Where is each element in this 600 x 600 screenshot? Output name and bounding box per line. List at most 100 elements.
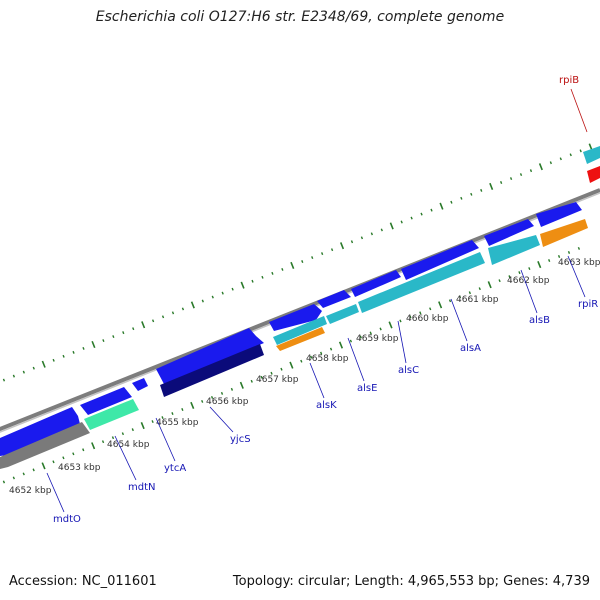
- major-tick: [339, 242, 345, 250]
- gene-label-yjcS: yjcS: [230, 434, 251, 445]
- minor-tick: [311, 256, 314, 260]
- genome-summary-text: Topology: circular; Length: 4,965,553 bp…: [232, 574, 590, 589]
- gene-alsE-arrow: [317, 290, 351, 308]
- kbp-label: 4659 kbp: [356, 334, 399, 344]
- kbp-label: 4652 kbp: [9, 486, 52, 496]
- minor-tick: [62, 354, 65, 358]
- gene-mdtN-arrow: [80, 387, 132, 415]
- major-tick: [290, 261, 295, 270]
- minor-tick: [410, 216, 413, 220]
- reverse-strand-genes[interactable]: [0, 219, 588, 469]
- gene-ytcA-arrow: [132, 378, 148, 391]
- minor-tick: [379, 327, 382, 331]
- major-tick: [487, 281, 492, 289]
- gene-label-rpiB: rpiB: [559, 75, 579, 86]
- gene-alsB-cyan: [488, 235, 540, 265]
- minor-tick: [62, 456, 65, 460]
- minor-tick: [52, 358, 55, 362]
- minor-tick: [380, 228, 383, 232]
- minor-tick: [171, 412, 174, 415]
- minor-tick: [429, 307, 432, 311]
- outer-ring-features: [583, 146, 600, 183]
- minor-tick: [528, 267, 531, 271]
- minor-tick: [420, 212, 423, 216]
- minor-tick: [419, 311, 422, 315]
- minor-tick: [478, 287, 481, 291]
- minor-tick: [549, 161, 552, 165]
- minor-tick: [280, 367, 283, 371]
- gene-label-rpiR: rpiR: [578, 299, 598, 310]
- minor-tick: [509, 177, 513, 181]
- kbp-label: 4661 kbp: [456, 295, 499, 305]
- rpiB-feature-red: [587, 166, 600, 183]
- gene-labels[interactable]: mdtO mdtN ytcA yjcS alsK alsE alsC alsA …: [53, 75, 598, 525]
- kbp-label: 4660 kbp: [406, 314, 449, 324]
- minor-tick: [82, 448, 85, 452]
- kbp-label: 4655 kbp: [156, 418, 199, 428]
- minor-tick: [12, 476, 15, 480]
- minor-tick: [450, 200, 453, 204]
- minor-tick: [400, 220, 403, 224]
- minor-tick: [468, 291, 471, 295]
- kbp-label: 4658 kbp: [306, 354, 349, 364]
- minor-tick: [122, 331, 125, 335]
- minor-tick: [72, 452, 75, 456]
- gene-mdtO-gray: [0, 422, 90, 469]
- kbp-label: 4662 kbp: [507, 276, 550, 286]
- minor-tick: [409, 315, 412, 319]
- major-tick: [388, 321, 393, 329]
- gene-label-alsB: alsB: [529, 315, 550, 326]
- gene-label-alsC: alsC: [398, 365, 419, 376]
- gene-label-mdtO: mdtO: [53, 514, 81, 525]
- major-tick: [141, 321, 146, 329]
- gene-mdtO-arrow: [0, 407, 80, 456]
- map-title: Escherichia coli O127:H6 str. E2348/69, …: [95, 9, 505, 25]
- gene-label-mdtN: mdtN: [128, 482, 156, 493]
- major-tick: [91, 442, 96, 450]
- minor-tick: [72, 350, 75, 354]
- major-tick: [538, 163, 543, 171]
- gene-label-alsK: alsK: [316, 400, 337, 411]
- major-tick: [389, 222, 394, 230]
- gene-yjcS-navy: [160, 344, 264, 397]
- minor-tick: [320, 351, 323, 355]
- minor-tick: [567, 251, 571, 254]
- minor-tick: [101, 440, 105, 444]
- minor-tick: [221, 291, 224, 295]
- gene-alsB-arrow: [484, 219, 534, 246]
- minor-tick: [518, 271, 521, 275]
- kbp-label: 4656 kbp: [206, 397, 249, 407]
- minor-tick: [500, 181, 503, 184]
- forward-strand-genes[interactable]: [0, 202, 582, 456]
- major-tick: [41, 462, 46, 470]
- minor-tick: [22, 370, 25, 374]
- minor-tick: [2, 480, 6, 484]
- major-tick: [489, 182, 494, 190]
- major-tick: [239, 381, 244, 389]
- minor-tick: [430, 208, 433, 212]
- minor-tick: [82, 346, 85, 350]
- minor-tick: [329, 347, 333, 351]
- kbp-label: 4653 kbp: [58, 463, 101, 473]
- gene-alsK-cyan: [273, 316, 327, 345]
- minor-tick: [321, 252, 324, 256]
- minor-tick: [261, 275, 264, 279]
- minor-tick: [548, 259, 551, 262]
- gene-alsC-alsA-cyan: [358, 252, 485, 313]
- gene-rpiR-arrow: [536, 202, 582, 227]
- minor-tick: [201, 399, 204, 403]
- major-tick: [289, 361, 294, 369]
- gene-alsK-arrow: [269, 304, 322, 331]
- minor-tick: [330, 248, 334, 252]
- minor-tick: [519, 173, 523, 177]
- minor-tick: [360, 236, 364, 240]
- minor-tick: [131, 428, 134, 432]
- minor-tick: [132, 327, 135, 331]
- gene-yjcS-region-arrow: [156, 328, 264, 384]
- minor-tick: [281, 267, 284, 271]
- minor-tick: [300, 359, 303, 363]
- minor-tick: [171, 311, 175, 315]
- minor-tick: [460, 196, 463, 200]
- kbp-label: 4663 kbp: [558, 258, 600, 268]
